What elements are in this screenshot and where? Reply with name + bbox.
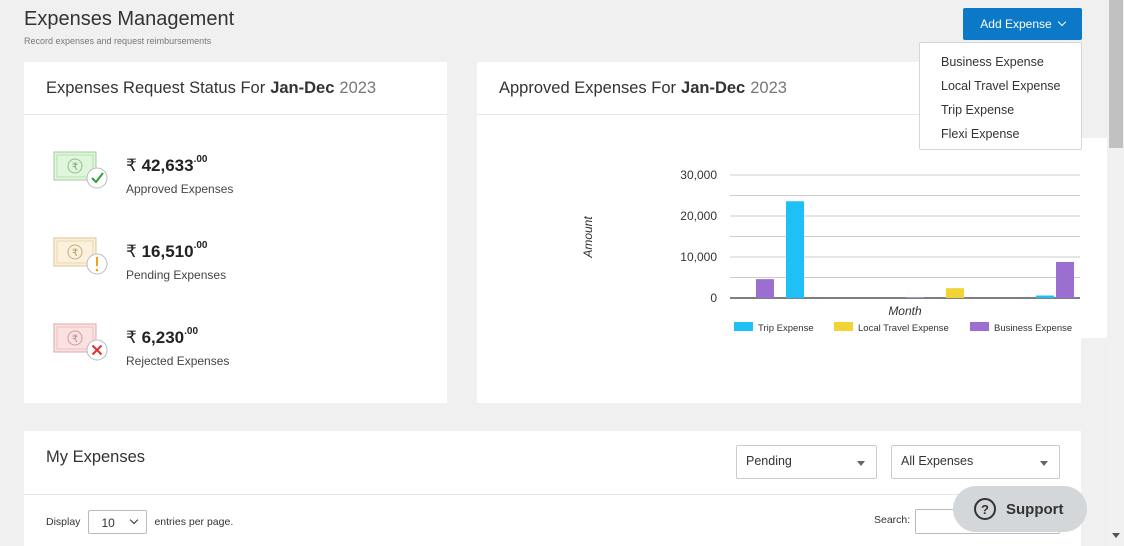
approved-amount-value: 42,633 [141,156,194,175]
rejected-decimals: .00 [184,326,199,337]
entries-value: 10 [101,516,115,530]
approved-title-period: Jan-Dec [681,78,746,97]
legend-swatch [970,322,989,331]
y-tick-label: 20,000 [680,209,717,223]
svg-text:₹: ₹ [72,334,78,345]
divider [24,494,1081,495]
approved-card-title: Approved Expenses For Jan-Dec 2023 [477,62,1081,115]
expenses-status-card: Expenses Request Status For Jan-Dec 2023… [24,62,447,403]
pending-decimals: .00 [193,240,208,251]
status-filter-select[interactable]: Pending [736,445,877,479]
menu-item-trip-expense[interactable]: Trip Expense [941,103,1015,117]
support-label: Support [1006,500,1064,518]
y-tick-label: 0 [710,291,717,305]
entries-per-page-select[interactable]: 10 [88,510,148,534]
money-approved-icon: ₹ [52,150,112,194]
support-button[interactable]: ? Support [953,486,1087,532]
x-axis-label: Month [888,304,922,318]
legend-swatch [734,322,753,331]
money-pending-icon: ₹ [52,236,112,280]
entries-suffix: entries per page. [154,516,234,528]
svg-text:₹: ₹ [72,162,78,173]
my-expenses-title: My Expenses [46,448,146,466]
menu-item-business-expense[interactable]: Business Expense [941,55,1044,69]
approved-amount: ₹ 42,633.00 [126,154,233,176]
rejected-amount: ₹ 6,230.00 [126,326,229,348]
y-tick-label: 30,000 [680,168,717,182]
legend-swatch [834,322,853,331]
menu-item-flexi-expense[interactable]: Flexi Expense [941,127,1020,141]
display-label: Display [46,516,81,528]
add-expense-menu: Business Expense Local Travel Expense Tr… [919,42,1082,150]
status-title-period: Jan-Dec [270,78,335,97]
pending-currency: ₹ [126,242,137,261]
approved-stat: ₹ ₹ 42,633.00 Approved Expenses [52,150,233,196]
type-filter-value: All Expenses [901,454,974,468]
chevron-down-icon [130,515,139,525]
entries-control: Display 10 entries per page. [46,510,233,534]
chart-svg: 30,000 20,000 10,000 0 Amount Month Trip Expen… [581,168,1080,334]
search-label: Search: [874,514,911,526]
scrollbar[interactable] [1108,0,1124,546]
type-filter-select[interactable]: All Expenses [891,445,1060,479]
status-filter-value: Pending [746,454,792,468]
scrollbar-thumb[interactable] [1109,0,1123,148]
status-title-year: 2023 [339,78,377,97]
bar-business-expense [756,279,774,298]
my-expenses-card: My Expenses Pending All Expenses Display… [24,431,1081,546]
rejected-amount-value: 6,230 [141,328,185,347]
money-rejected-icon: ₹ [52,322,112,366]
page-header: Expenses Management Record expenses and … [24,8,234,46]
bar-business-expense [1056,261,1074,298]
page-subtitle: Record expenses and request reimbursemen… [24,36,212,46]
caret-down-icon [1040,461,1048,466]
caret-down-icon [857,461,865,466]
approved-label: Approved Expenses [126,182,234,196]
menu-item-local-travel-expense[interactable]: Local Travel Expense [941,79,1061,93]
approved-title-year: 2023 [750,78,787,97]
approved-expenses-chart: 30,000 20,000 10,000 0 Amount Month Trip Expen… [570,138,1107,338]
bar-local-travel-expense [946,288,964,298]
legend-label: Business Expense [994,323,1072,334]
add-expense-button[interactable]: Add Expense [963,8,1082,40]
pending-stat: ₹ ₹ 16,510.00 Pending Expenses [52,236,226,282]
add-expense-label: Add Expense [980,17,1052,31]
status-title-prefix: Expenses Request Status For [46,78,266,97]
scroll-down-arrow-icon[interactable] [1112,533,1120,538]
approved-currency: ₹ [126,156,137,175]
bar-trip-expense [1036,295,1054,298]
pending-amount: ₹ 16,510.00 [126,240,226,262]
pending-label: Pending Expenses [126,268,227,282]
svg-text:₹: ₹ [72,248,78,259]
y-axis-label: Amount [581,216,595,259]
chevron-down-icon [1057,17,1066,27]
bar-business-expense [906,297,924,298]
approved-decimals: .00 [193,154,208,165]
legend-label: Trip Expense [758,323,814,334]
approved-title-prefix: Approved Expenses For [499,78,677,97]
y-tick-label: 10,000 [680,250,717,264]
bar-trip-expense [786,201,804,298]
rejected-label: Rejected Expenses [126,354,230,368]
question-icon: ? [974,498,996,520]
rejected-stat: ₹ ₹ 6,230.00 Rejected Expenses [52,322,229,368]
pending-amount-value: 16,510 [141,242,194,261]
status-card-title: Expenses Request Status For Jan-Dec 2023 [24,62,447,115]
legend-label: Local Travel Expense [858,323,949,334]
rejected-currency: ₹ [126,328,137,347]
page-title: Expenses Management [24,8,235,30]
